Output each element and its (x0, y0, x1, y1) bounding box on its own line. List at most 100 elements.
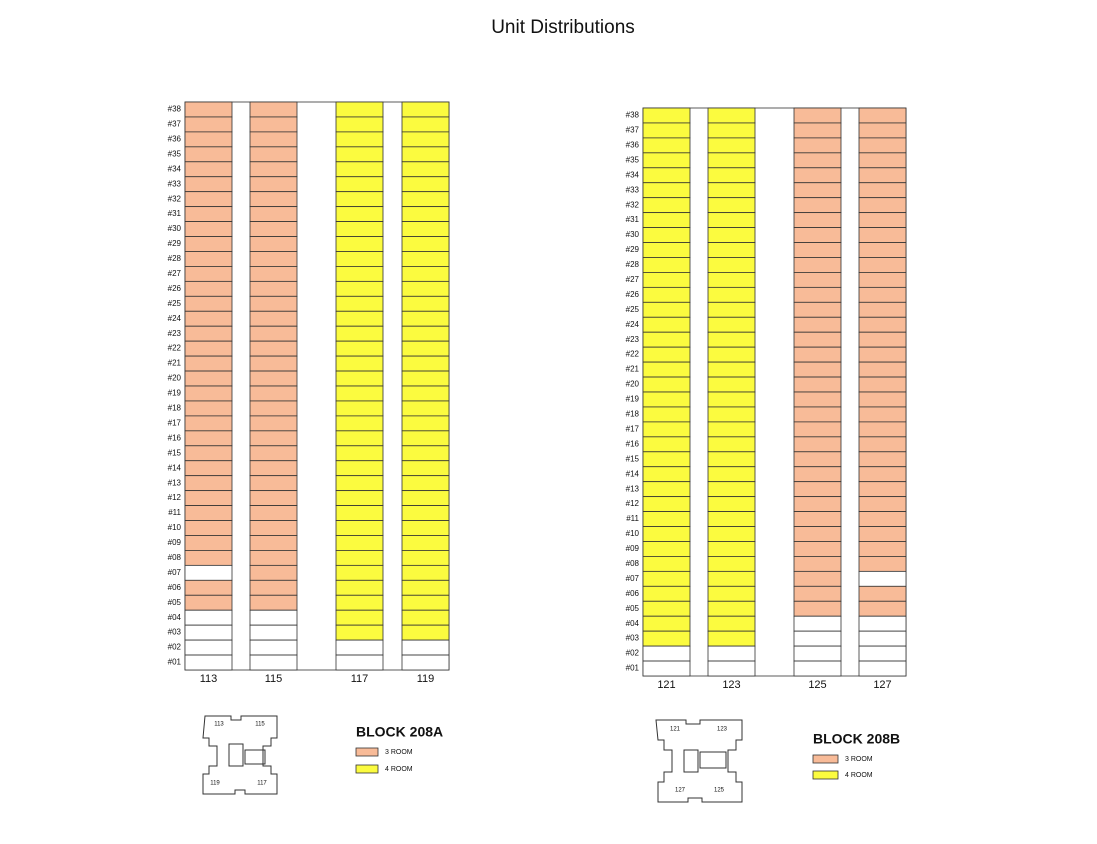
unit-cell (642, 182, 691, 199)
unit-cell (335, 251, 384, 267)
floor-label: #33 (168, 179, 182, 188)
unit-cell (642, 167, 691, 184)
unit-cell (642, 122, 691, 139)
floor-label: #08 (626, 559, 640, 568)
floor-label: #01 (626, 664, 640, 673)
floor-label: #01 (168, 658, 182, 667)
unit-cell (793, 286, 842, 303)
unit-cell (401, 266, 450, 282)
legend-label: 3 ROOM (385, 749, 413, 756)
unit-cell (401, 430, 450, 447)
unit-cell (642, 361, 691, 378)
floor-label: #27 (626, 275, 640, 284)
legend-swatch (812, 770, 839, 780)
unit-cell (793, 137, 842, 154)
floor-label: #08 (168, 553, 182, 562)
unit-cell (707, 227, 756, 243)
column-label: 115 (265, 673, 283, 685)
floor-label: #18 (626, 410, 640, 419)
floor-label: #31 (168, 209, 182, 218)
unit-cell (642, 391, 691, 408)
plan-label: 119 (210, 781, 220, 787)
unit-cell (249, 355, 298, 372)
unit-cell (335, 146, 384, 163)
unit-cell (335, 550, 384, 566)
floor-label: #14 (168, 463, 182, 472)
unit-cell (858, 316, 907, 333)
unit-cell (249, 550, 298, 566)
empty-cell (249, 609, 298, 626)
unit-cell (249, 116, 298, 133)
unit-cell (335, 191, 384, 208)
floor-label: #09 (168, 538, 182, 547)
floor-label: #13 (168, 478, 182, 487)
unit-cell (401, 490, 450, 506)
unit-cell (642, 436, 691, 453)
unit-cell (249, 176, 298, 193)
unit-cell (249, 385, 298, 402)
unit-cell (249, 505, 298, 521)
unit-cell (184, 355, 233, 372)
empty-cell (793, 660, 842, 677)
floor-label: #11 (626, 514, 639, 523)
unit-cell (858, 182, 907, 199)
unit-cell (707, 331, 756, 348)
unit-cell (184, 251, 233, 267)
unit-cell (858, 122, 907, 139)
unit-cell (642, 600, 691, 617)
unit-cell (335, 579, 384, 596)
unit-cell (793, 346, 842, 363)
unit-cell (335, 535, 384, 551)
unit-cell (249, 370, 298, 387)
unit-cell (793, 406, 842, 423)
unit-cell (184, 430, 233, 447)
unit-cell (401, 460, 450, 477)
empty-cell (793, 630, 842, 647)
unit-cell (707, 301, 756, 318)
unit-cell (858, 167, 907, 184)
unit-cell (184, 594, 233, 611)
unit-cell (707, 107, 756, 124)
empty-cell (401, 654, 450, 671)
unit-cell (249, 191, 298, 208)
empty-cell (858, 615, 907, 632)
unit-cell (707, 286, 756, 303)
unit-cell (249, 475, 298, 492)
floor-label: #05 (626, 604, 640, 613)
unit-cell (858, 421, 907, 438)
unit-cell (335, 176, 384, 193)
unit-cell (335, 161, 384, 178)
unit-cell (335, 355, 384, 372)
unit-cell (184, 116, 233, 133)
unit-cell (642, 137, 691, 154)
unit-cell (642, 406, 691, 423)
unit-cell (249, 161, 298, 178)
unit-cell (858, 227, 907, 243)
empty-cell (335, 654, 384, 671)
unit-cell (642, 212, 691, 228)
unit-cell (401, 355, 450, 372)
floor-label: #07 (168, 568, 182, 577)
unit-cell (707, 406, 756, 423)
unit-cell (249, 266, 298, 282)
unit-cell (184, 266, 233, 282)
unit-cell (793, 376, 842, 393)
unit-cell (858, 585, 907, 602)
unit-cell (793, 272, 842, 288)
unit-cell (401, 131, 450, 148)
plan-label: 113 (214, 722, 224, 728)
unit-cell (642, 615, 691, 632)
unit-cell (401, 340, 450, 357)
unit-cell (642, 197, 691, 214)
unit-cell (858, 107, 907, 124)
unit-cell (858, 466, 907, 483)
floor-label: #10 (626, 529, 640, 538)
unit-cell (184, 445, 233, 462)
unit-cell (249, 490, 298, 506)
unit-cell (335, 400, 384, 417)
floor-label: #20 (626, 380, 640, 389)
unit-cell (707, 436, 756, 453)
unit-cell (707, 137, 756, 154)
unit-cell (401, 415, 450, 432)
